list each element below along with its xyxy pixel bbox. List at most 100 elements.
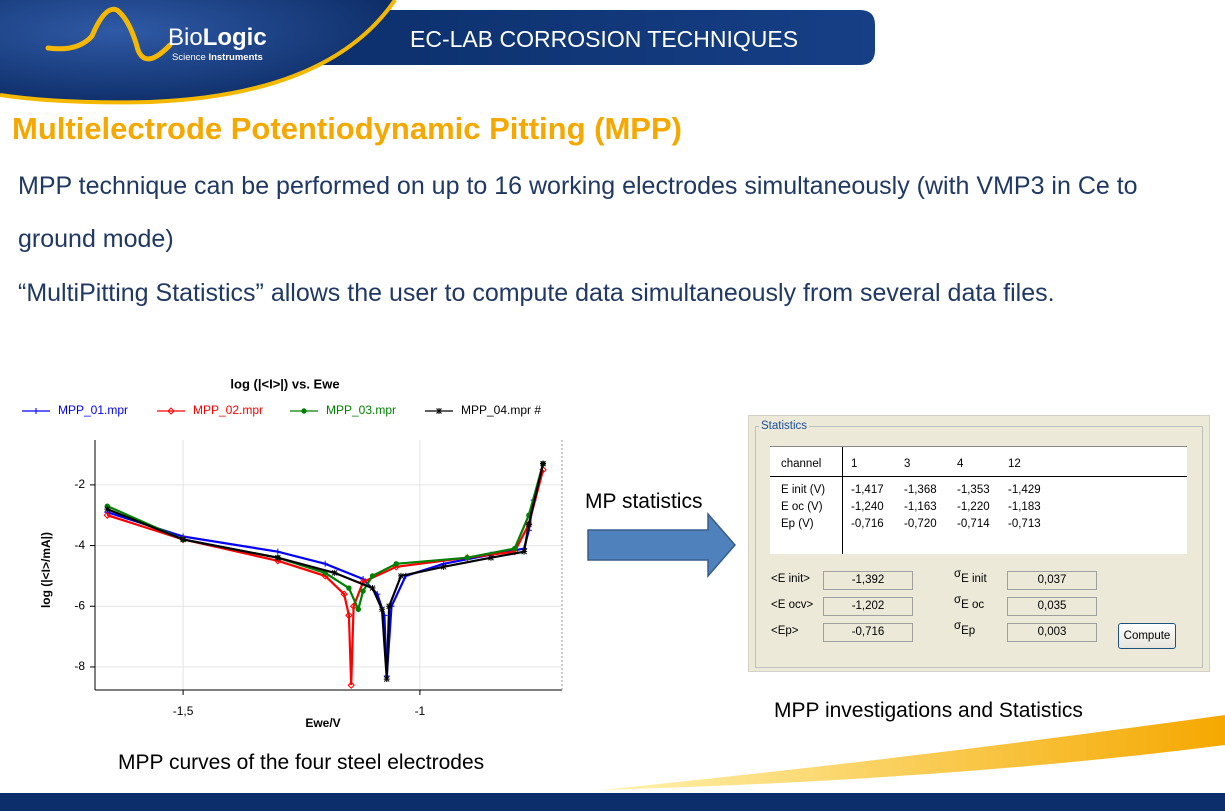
caption: MPP investigations and Statistics [774, 699, 1083, 722]
legend-marker [436, 408, 442, 414]
table-cell: -0,714 [957, 518, 990, 530]
summary-label: <Ep> [771, 625, 799, 637]
marker [511, 545, 518, 552]
table-header: 4 [957, 458, 964, 470]
legend-label: MPP_02.mpr [193, 403, 263, 417]
marker [180, 536, 187, 543]
y-tick-label: -8 [74, 659, 85, 673]
table-cell: -1,429 [1008, 484, 1041, 496]
sigma-subscript: Ep [961, 625, 976, 637]
group-title: Statistics [759, 420, 810, 432]
table-header: 3 [904, 458, 911, 470]
table-cell: -0,720 [904, 518, 937, 530]
table-cell: -1,353 [957, 484, 990, 496]
logo-logic: Logic [202, 24, 267, 51]
marker [274, 548, 281, 555]
sigma-box: 0,003 [1007, 623, 1097, 642]
banner-bar [300, 10, 875, 65]
row-label: Ep (V) [781, 518, 814, 530]
table-header: channel [781, 458, 822, 470]
legend-marker [33, 408, 39, 414]
marker [274, 554, 281, 561]
logo-edge [0, 0, 397, 105]
row-label: E oc (V) [781, 501, 823, 513]
marker [379, 606, 386, 613]
chart: log (|<I>|) vs. Ewe Ewe/V log (|<I>/mA|) -2… [22, 376, 563, 730]
marker [331, 569, 338, 576]
paragraph: MPP technique can be performed on up to … [18, 172, 1138, 253]
x-tick-label: -1,5 [173, 704, 194, 718]
legend-label: MPP_03.mpr [326, 403, 396, 417]
table-divider [770, 476, 1187, 477]
legend-label: MPP_04.mpr # [461, 403, 541, 417]
x-axis-label: Ewe/V [305, 716, 340, 730]
y-tick-label: -4 [74, 538, 85, 552]
arrow [587, 511, 736, 579]
mean-box: -1,392 [823, 571, 913, 590]
marker [383, 676, 390, 683]
x-tick-label: -1 [415, 704, 426, 718]
summary-label: <E init> [771, 573, 810, 585]
bottom-bar [0, 793, 1225, 811]
table-cell: -1,417 [851, 484, 884, 496]
logo-bio: Bio [168, 24, 203, 51]
legend-marker [301, 408, 307, 414]
table-header: 1 [851, 458, 858, 470]
tagline-2: Instruments [208, 52, 263, 63]
statistics-panel: Statistics Compute channel 1 3 4 12 E init (V… [748, 415, 1210, 672]
marker [386, 603, 393, 610]
marker [487, 554, 494, 561]
marker [369, 585, 376, 592]
sigma-subscript: E oc [961, 599, 985, 611]
marker [393, 561, 399, 567]
summary-label: <E ocv> [771, 599, 814, 611]
chart-title: log (|<I>|) vs. Ewe [230, 376, 339, 391]
table-cell: -0,713 [1008, 518, 1041, 530]
sigma-box: 0,035 [1007, 597, 1097, 616]
caption: MPP curves of the four steel electrodes [118, 751, 485, 774]
marker [346, 585, 352, 591]
compute-button[interactable]: Compute [1118, 623, 1176, 649]
marker [521, 548, 528, 555]
marker [440, 563, 447, 570]
series-line [106, 469, 545, 686]
slide-title: Multielectrode Potentiodynamic Pitting (… [12, 111, 682, 146]
y-tick-label: -2 [74, 477, 85, 491]
marker [322, 560, 329, 567]
marker [464, 555, 470, 561]
marker [345, 611, 353, 620]
table-cell: -1,183 [1008, 501, 1041, 513]
mean-box: -1,202 [823, 597, 913, 616]
banner-text: EC-LAB CORROSION TECHNIQUES [410, 26, 799, 52]
series-line [106, 463, 545, 680]
logo-tagline: Science Instruments [172, 52, 263, 63]
row-label: E init (V) [781, 484, 826, 496]
sigma-label: σE oc [954, 594, 985, 611]
marker [340, 590, 348, 598]
marker [347, 681, 355, 689]
table-cell: -1,163 [904, 501, 937, 513]
table-cell: -0,716 [851, 518, 884, 530]
bottom-swoosh [600, 715, 1225, 790]
y-axis-label: log (|<I>/mA|) [39, 532, 53, 608]
sigma-label: σEp [954, 620, 976, 637]
marker [103, 511, 112, 519]
marker [104, 506, 111, 513]
sigma-box: 0,037 [1007, 571, 1097, 590]
marker [540, 460, 547, 467]
marker [360, 588, 366, 594]
paragraph: “MultiPitting Statistics” allows the use… [18, 279, 1055, 307]
marker [355, 606, 362, 612]
group-box [755, 426, 1203, 668]
stats-table [770, 446, 1187, 554]
table-header: 12 [1008, 458, 1021, 470]
logo: BioLogic [168, 24, 267, 52]
table-cell: -1,368 [904, 484, 937, 496]
marker [525, 521, 532, 528]
table-cell: -1,220 [957, 501, 990, 513]
marker [510, 547, 519, 556]
marker [369, 573, 376, 579]
marker [397, 572, 404, 579]
